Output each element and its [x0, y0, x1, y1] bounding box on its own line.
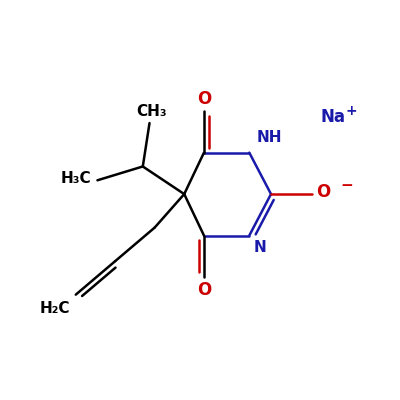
Text: Na: Na: [320, 108, 345, 126]
Text: O: O: [197, 90, 211, 108]
Text: CH₃: CH₃: [136, 104, 167, 119]
Text: H₃C: H₃C: [61, 171, 92, 186]
Text: O: O: [316, 183, 331, 201]
Text: N: N: [254, 240, 267, 255]
Text: H₂C: H₂C: [39, 300, 70, 316]
Text: −: −: [341, 178, 354, 193]
Text: O: O: [197, 281, 211, 299]
Text: +: +: [345, 104, 357, 118]
Text: NH: NH: [256, 130, 282, 145]
